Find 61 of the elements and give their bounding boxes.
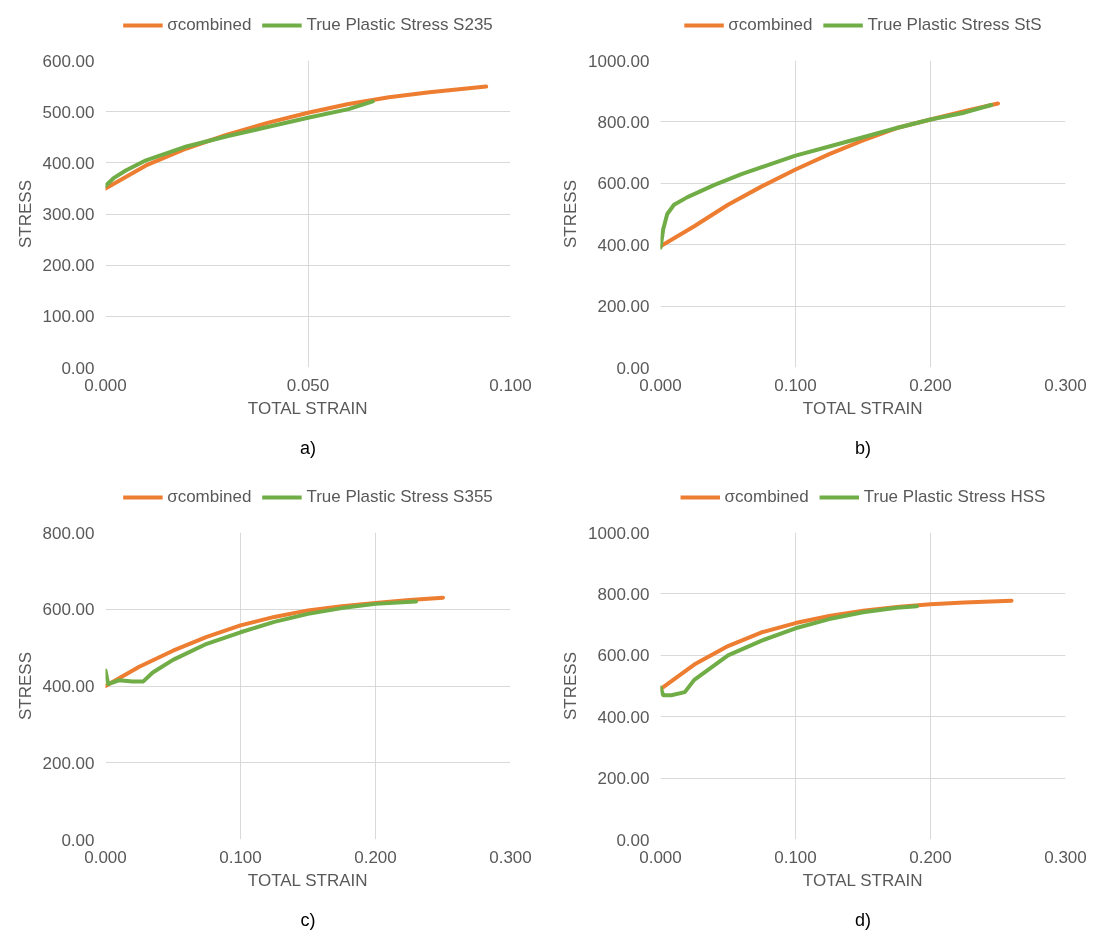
text: c) (300, 909, 316, 930)
y-tick-label: 0.00 (61, 358, 95, 378)
x-tick-label: 0.000 (639, 375, 682, 395)
x-tick-label: 0.300 (489, 847, 532, 867)
y-tick-label: 600.00 (42, 51, 95, 71)
legend-label: σcombined (724, 487, 809, 507)
line-series (660, 604, 919, 698)
y-axis-title: STRESS (15, 179, 35, 249)
y-tick-label: 0.00 (616, 358, 650, 378)
line-series (105, 99, 375, 188)
y-tick-label: 200.00 (42, 753, 95, 773)
text: a) (300, 437, 317, 458)
x-axis-title: TOTAL STRAIN (802, 870, 923, 890)
y-axis-title: STRESS (561, 651, 581, 721)
y-tick-label: 800.00 (597, 112, 650, 132)
x-tick-label: 0.100 (774, 375, 817, 395)
x-axis-title: TOTAL STRAIN (247, 870, 368, 890)
x-tick-label: 0.000 (84, 375, 127, 395)
text: d) (855, 909, 872, 930)
x-tick-label: 0.050 (286, 375, 330, 395)
text: b) (855, 437, 872, 458)
x-tick-label: 0.300 (1044, 375, 1087, 395)
legend-label: True Plastic Stress S235 (306, 15, 493, 35)
legend-label: True Plastic Stress HSS (863, 487, 1046, 507)
y-tick-label: 600.00 (42, 600, 95, 620)
x-axis-title: TOTAL STRAIN (247, 398, 368, 418)
y-tick-label: 400.00 (597, 235, 650, 255)
y-tick-label: 800.00 (42, 523, 95, 543)
y-tick-label: 300.00 (42, 205, 95, 224)
x-tick-label: 0.100 (774, 847, 817, 867)
legend-label: σcombined (167, 15, 252, 35)
legend-label: σcombined (728, 15, 813, 35)
x-tick-label: 0.200 (909, 375, 952, 395)
y-tick-label: 200.00 (597, 769, 650, 789)
x-axis-title: TOTAL STRAIN (802, 398, 923, 418)
y-tick-label: 1000.00 (588, 523, 650, 543)
y-tick-label: 800.00 (597, 584, 650, 604)
y-tick-label: 100.00 (42, 307, 95, 327)
y-tick-label: 400.00 (42, 677, 95, 696)
x-tick-label: 0.200 (354, 847, 397, 867)
y-tick-label: 600.00 (597, 646, 650, 666)
legend-label: σcombined (167, 487, 252, 507)
legend-label: True Plastic Stress S355 (306, 487, 493, 507)
x-tick-label: 0.100 (489, 375, 532, 395)
x-tick-label: 0.100 (219, 847, 262, 867)
y-tick-label: 500.00 (42, 102, 95, 122)
legend-label: True Plastic Stress StS (867, 15, 1042, 35)
x-tick-label: 0.000 (84, 847, 127, 867)
y-tick-label: 600.00 (597, 174, 650, 194)
y-tick-label: 200.00 (597, 297, 650, 317)
y-axis-title: STRESS (15, 651, 35, 721)
y-tick-label: 0.00 (616, 830, 650, 850)
y-tick-label: 400.00 (42, 153, 95, 173)
y-tick-label: 200.00 (42, 256, 95, 276)
y-tick-label: 400.00 (597, 707, 650, 727)
x-tick-label: 0.200 (909, 847, 952, 867)
y-axis-title: STRESS (561, 179, 581, 249)
x-tick-label: 0.300 (1044, 847, 1087, 867)
x-tick-label: 0.000 (639, 847, 682, 867)
y-tick-label: 1000.00 (588, 51, 650, 71)
y-tick-label: 0.00 (61, 830, 95, 850)
